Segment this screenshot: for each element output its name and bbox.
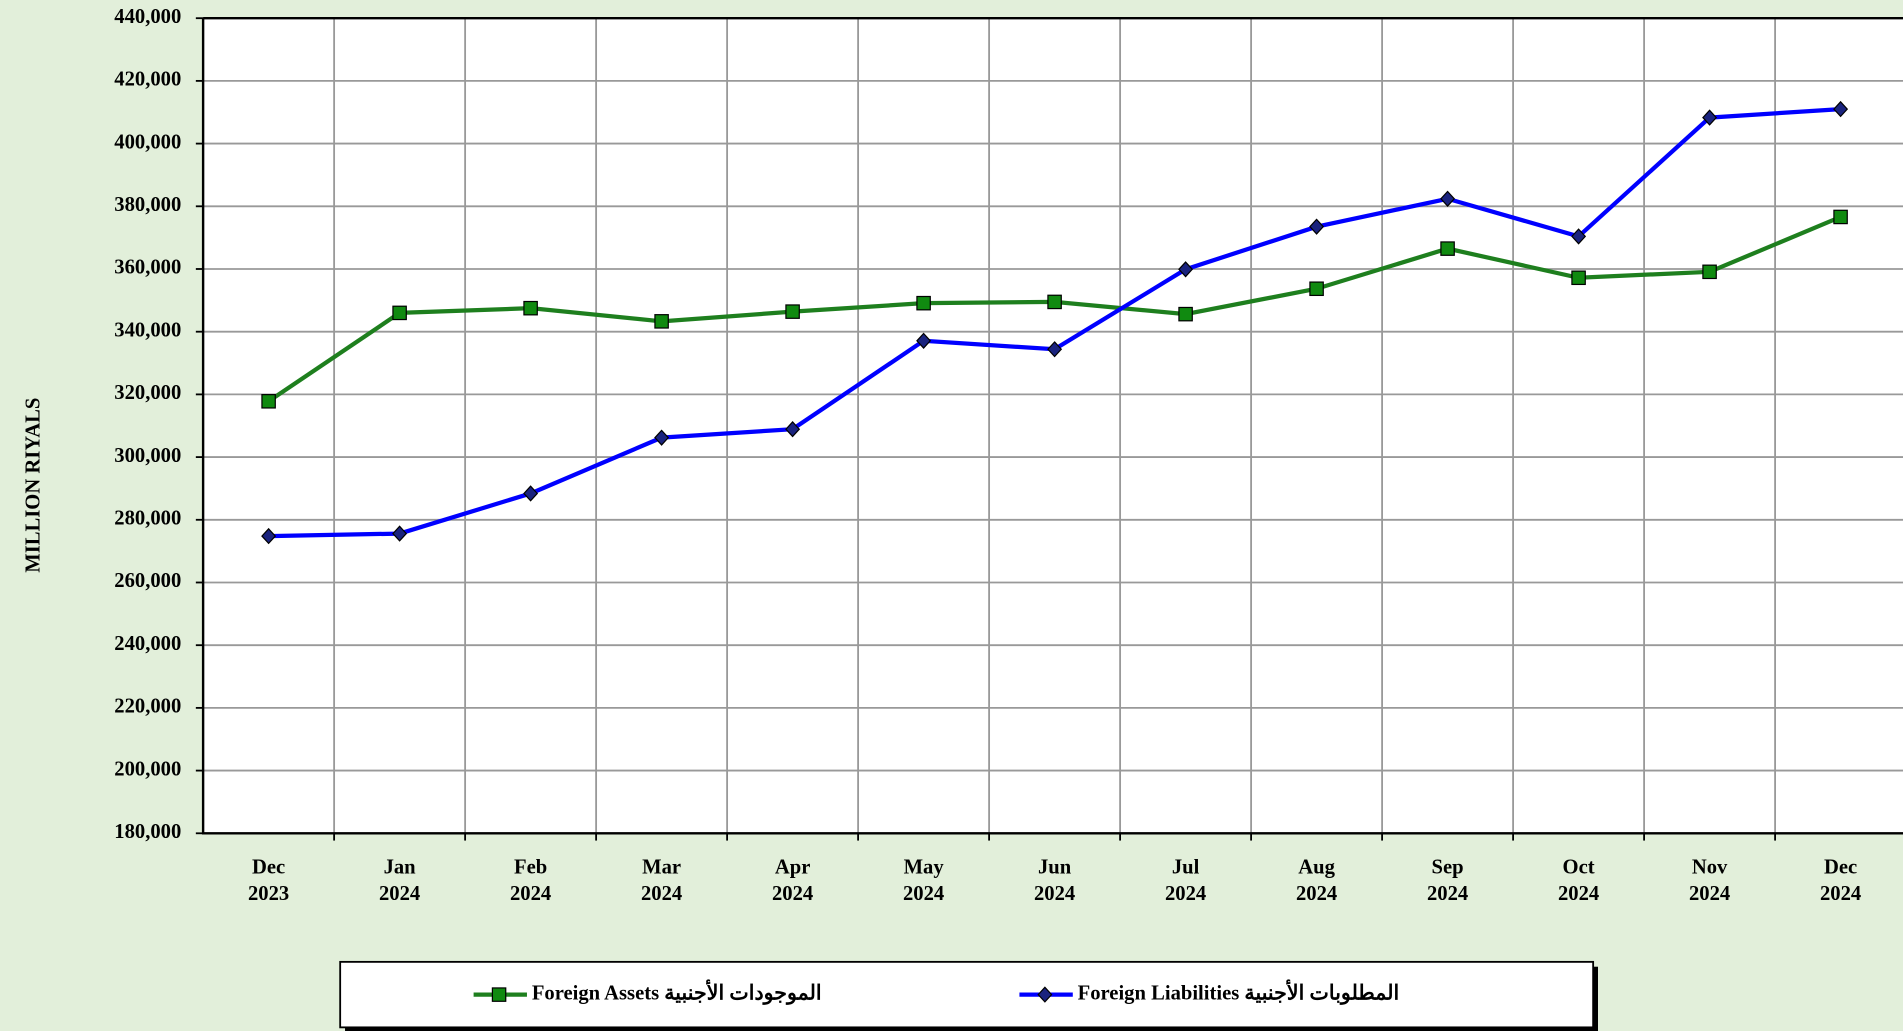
- marker: [916, 332, 932, 349]
- marker: [1833, 100, 1849, 118]
- plot-area: [203, 18, 1903, 834]
- marker: [916, 295, 931, 311]
- marker: [1309, 218, 1325, 235]
- marker: [785, 304, 800, 319]
- x-tick-label: Jun 2024: [1034, 856, 1075, 905]
- y-tick-label: 240,000: [114, 633, 181, 655]
- x-tick-label: Oct 2024: [1558, 856, 1599, 905]
- y-tick-label: 400,000: [114, 131, 181, 153]
- legend-marker: [491, 987, 507, 1002]
- y-tick-label: 180,000: [114, 821, 181, 843]
- x-tick-label: Sep 2024: [1427, 856, 1468, 905]
- legend-marker: [1037, 986, 1053, 1003]
- x-tick-label: May 2024: [903, 856, 944, 905]
- x-tick-label: Feb 2024: [510, 856, 551, 905]
- marker: [1047, 294, 1062, 310]
- marker: [1440, 241, 1455, 256]
- marker: [1309, 281, 1324, 297]
- x-tick-label: Dec 2023: [248, 856, 289, 905]
- y-tick-label: 380,000: [114, 194, 181, 216]
- marker: [1178, 306, 1193, 322]
- legend-label: Foreign Assets الموجودات الأجنبية: [532, 978, 822, 1005]
- y-tick-label: 340,000: [114, 319, 181, 341]
- marker: [654, 429, 670, 446]
- y-tick-label: 420,000: [114, 69, 181, 91]
- marker: [523, 300, 538, 316]
- x-tick-label: Aug 2024: [1296, 856, 1337, 905]
- x-tick-label: Nov 2024: [1689, 856, 1730, 905]
- y-tick-label: 260,000: [114, 570, 181, 592]
- marker: [1440, 190, 1456, 207]
- y-tick-label: 300,000: [114, 445, 181, 467]
- marker: [261, 394, 276, 409]
- x-tick-label: Jan 2024: [379, 856, 420, 905]
- y-tick-label: 200,000: [114, 758, 181, 780]
- x-tick-label: Apr 2024: [772, 856, 813, 905]
- marker: [261, 527, 277, 545]
- y-axis-label: MILLION RIYALS: [22, 398, 44, 573]
- y-tick-label: 360,000: [114, 257, 181, 279]
- x-tick-label: Dec 2024: [1820, 856, 1861, 905]
- marker: [523, 485, 539, 502]
- legend: [339, 960, 1595, 1029]
- marker: [785, 421, 801, 438]
- marker: [1178, 261, 1194, 278]
- y-tick-label: 220,000: [114, 696, 181, 718]
- legend-label: Foreign Liabilities المطلوبات الأجنبية: [1078, 978, 1400, 1005]
- y-tick-label: 440,000: [114, 6, 181, 28]
- marker: [1833, 209, 1848, 225]
- marker: [1571, 228, 1587, 245]
- y-tick-label: 320,000: [114, 382, 181, 404]
- x-tick-label: Mar 2024: [641, 856, 682, 905]
- x-tick-label: Jul 2024: [1165, 856, 1206, 905]
- marker: [1047, 341, 1063, 358]
- y-tick-label: 280,000: [114, 508, 181, 530]
- marker: [1571, 270, 1586, 286]
- marker: [392, 305, 407, 321]
- marker: [1702, 109, 1718, 126]
- marker: [654, 314, 669, 329]
- marker: [392, 525, 408, 542]
- marker: [1702, 264, 1717, 280]
